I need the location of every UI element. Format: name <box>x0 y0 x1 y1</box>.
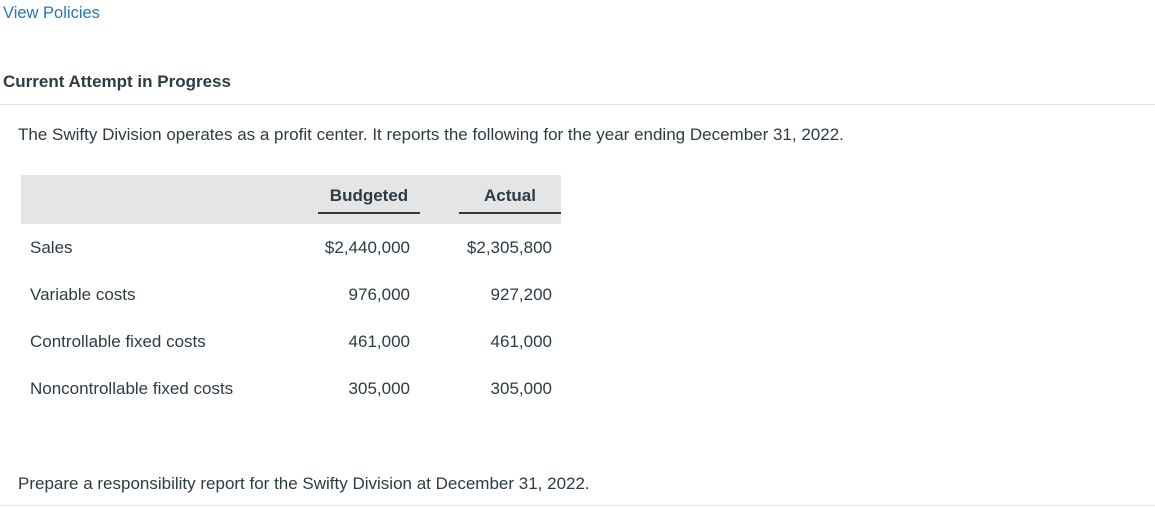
column-header-empty <box>21 175 290 224</box>
budgeted-value: 976,000 <box>348 284 410 304</box>
table-row: Noncontrollable fixed costs 305,000 305,… <box>21 365 561 412</box>
view-policies-link[interactable]: View Policies <box>3 4 100 22</box>
budgeted-value: $2,440,000 <box>324 237 410 257</box>
budgeted-value: 461,000 <box>348 331 410 351</box>
row-label: Controllable fixed costs <box>30 331 206 351</box>
row-label: Sales <box>30 237 73 257</box>
table-header-row: Budgeted Actual <box>21 175 561 224</box>
table-row: Sales $2,440,000 $2,305,800 <box>21 224 561 271</box>
actual-value: 461,000 <box>490 331 552 351</box>
budgeted-value: 305,000 <box>348 378 410 398</box>
instruction-text: Prepare a responsibility report for the … <box>18 474 590 493</box>
actual-value: $2,305,800 <box>466 237 552 257</box>
row-label: Variable costs <box>30 284 136 304</box>
table-row: Variable costs 976,000 927,200 <box>21 271 561 318</box>
column-header-budgeted: Budgeted <box>318 186 420 214</box>
intro-text: The Swifty Division operates as a profit… <box>18 125 844 144</box>
section-title: Current Attempt in Progress <box>3 72 231 91</box>
top-divider <box>0 104 1155 105</box>
column-header-actual: Actual <box>459 186 561 214</box>
bottom-divider <box>0 505 1155 506</box>
budget-actual-table: Budgeted Actual Sales $2,440,000 $2,305,… <box>21 175 561 412</box>
table-row: Controllable fixed costs 461,000 461,000 <box>21 318 561 365</box>
actual-value: 927,200 <box>490 284 552 304</box>
row-label: Noncontrollable fixed costs <box>30 378 234 398</box>
actual-value: 305,000 <box>490 378 552 398</box>
